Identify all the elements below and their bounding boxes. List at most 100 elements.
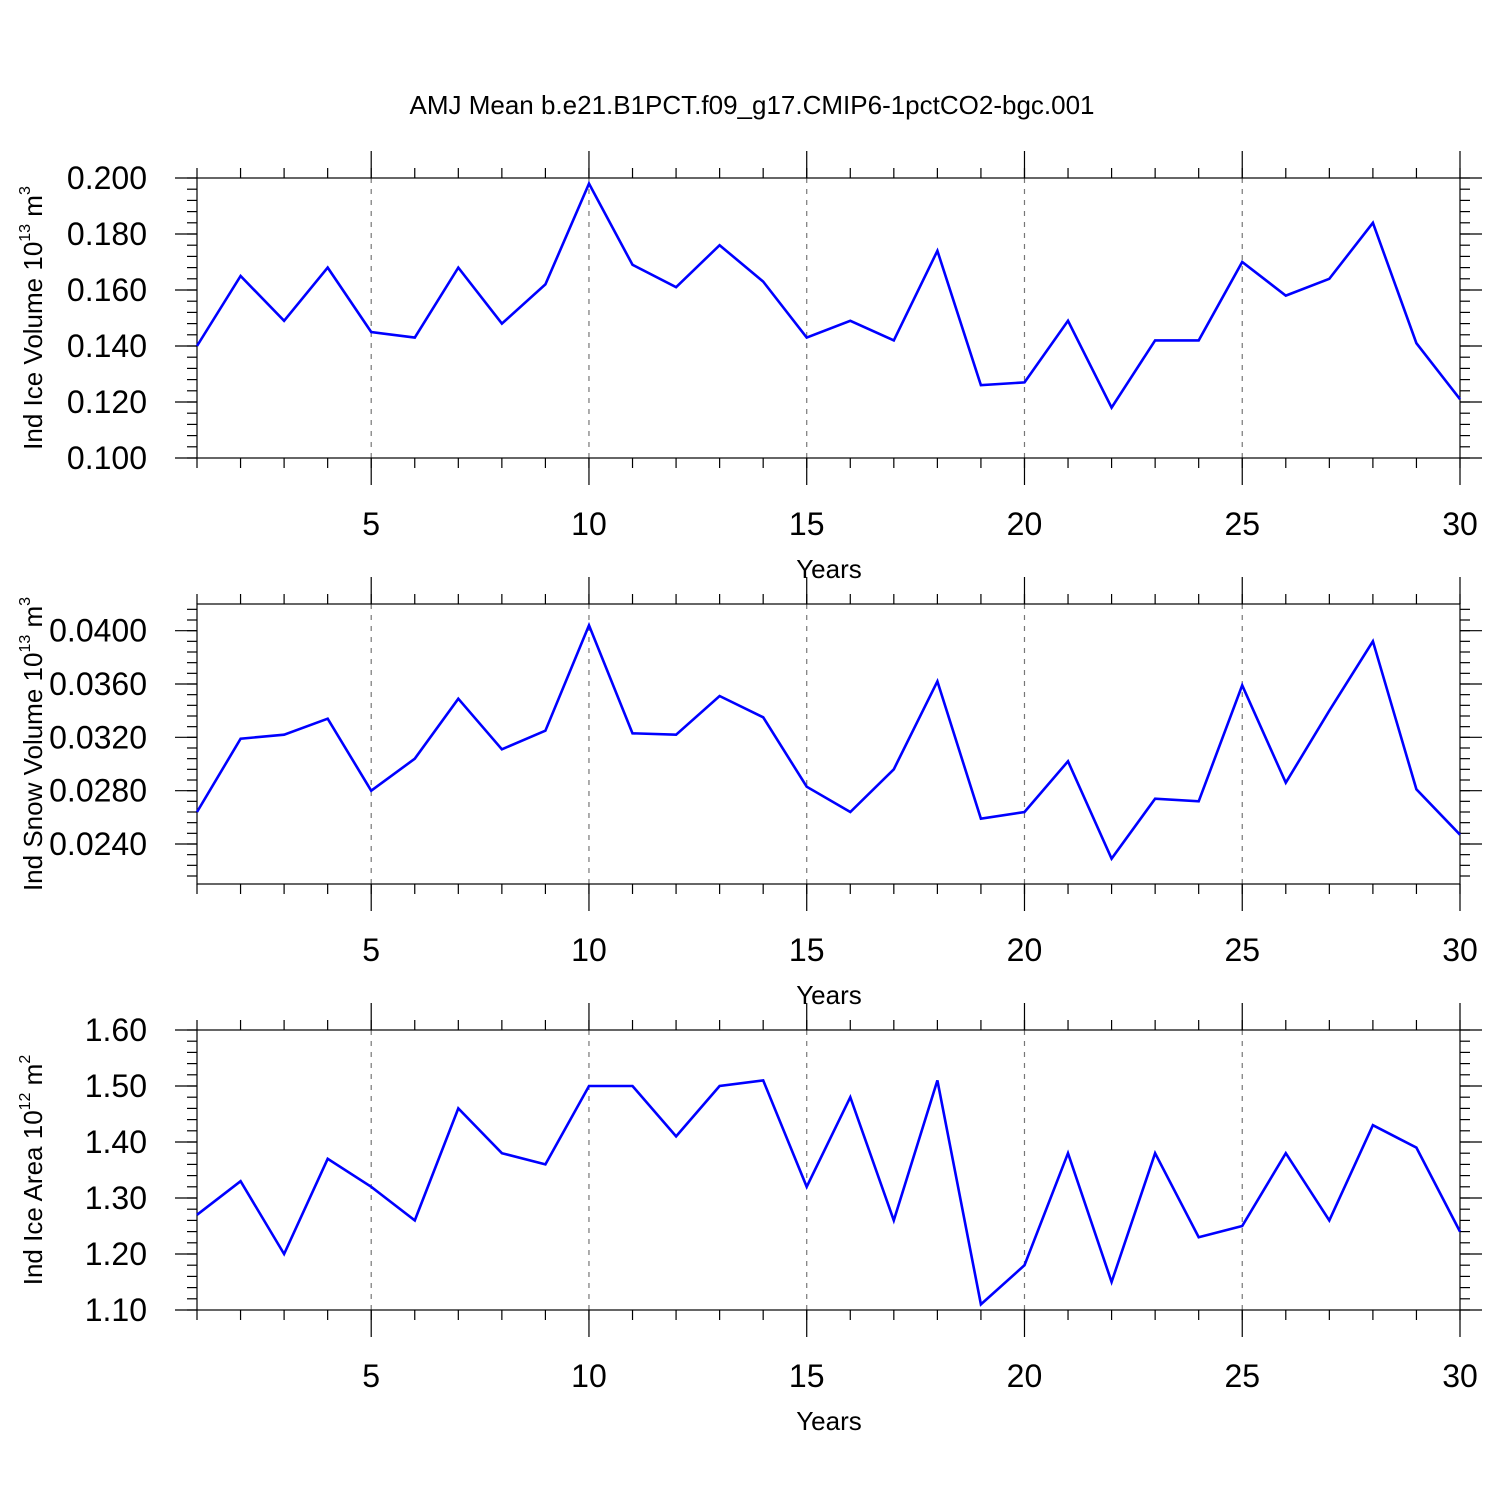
data-point bbox=[761, 715, 765, 719]
x-tick-label: 10 bbox=[571, 1358, 607, 1394]
data-point bbox=[674, 1134, 678, 1138]
data-point bbox=[1110, 857, 1114, 861]
data-point bbox=[1327, 277, 1331, 281]
data-point bbox=[1284, 1151, 1288, 1155]
plot-frame bbox=[196, 603, 1461, 885]
y-tick-label: 0.0240 bbox=[49, 826, 147, 862]
data-point bbox=[1066, 1151, 1070, 1155]
data-point bbox=[587, 1084, 591, 1088]
x-tick-label: 15 bbox=[789, 506, 825, 542]
data-point bbox=[1153, 1151, 1157, 1155]
y-tick-label: 0.0320 bbox=[49, 719, 147, 755]
data-point bbox=[239, 737, 243, 741]
data-point bbox=[1110, 406, 1114, 410]
y-tick-label: 0.0360 bbox=[49, 666, 147, 702]
data-point bbox=[413, 336, 417, 340]
y-tick-label: 0.180 bbox=[67, 216, 147, 252]
y-tick-label: 0.0280 bbox=[49, 773, 147, 809]
data-point bbox=[718, 243, 722, 247]
y-axis-label: Ind Ice Area 1012 m2 bbox=[17, 1055, 48, 1286]
data-point bbox=[282, 1252, 286, 1256]
y-tick-label: 0.160 bbox=[67, 272, 147, 308]
data-point bbox=[935, 679, 939, 683]
data-point bbox=[1197, 799, 1201, 803]
data-point bbox=[1414, 341, 1418, 345]
data-point bbox=[805, 336, 809, 340]
y-tick-label: 0.140 bbox=[67, 328, 147, 364]
data-point bbox=[239, 274, 243, 278]
x-axis-label: Years bbox=[796, 1406, 862, 1436]
data-point bbox=[369, 789, 373, 793]
panel-ice-volume: 5 10 15 20 25 30 0.100 0.120 0.140 0.160 0.180 0.20… bbox=[17, 151, 1482, 584]
data-point bbox=[1458, 1230, 1462, 1234]
x-tick-label: 5 bbox=[362, 932, 380, 968]
data-point bbox=[1458, 397, 1462, 401]
data-point bbox=[1022, 810, 1026, 814]
y-tick-label: 0.0400 bbox=[49, 613, 147, 649]
y-tick-label: 0.120 bbox=[67, 384, 147, 420]
data-point bbox=[456, 266, 460, 270]
data-point bbox=[1414, 787, 1418, 791]
data-point bbox=[935, 1078, 939, 1082]
data-point bbox=[326, 717, 330, 721]
data-point bbox=[1153, 797, 1157, 801]
data-point bbox=[326, 266, 330, 270]
data-point bbox=[631, 263, 635, 267]
data-point bbox=[1371, 1123, 1375, 1127]
data-point bbox=[718, 694, 722, 698]
data-point bbox=[805, 785, 809, 789]
data-point bbox=[1240, 260, 1244, 264]
data-point bbox=[935, 249, 939, 253]
data-point bbox=[282, 319, 286, 323]
data-point bbox=[1327, 1218, 1331, 1222]
data-point bbox=[456, 697, 460, 701]
data-point bbox=[761, 1078, 765, 1082]
x-tick-label: 5 bbox=[362, 506, 380, 542]
data-point bbox=[892, 1218, 896, 1222]
x-tick-label: 10 bbox=[571, 506, 607, 542]
data-point bbox=[413, 757, 417, 761]
series-line bbox=[196, 1078, 1462, 1307]
data-point bbox=[848, 1095, 852, 1099]
data-point bbox=[718, 1084, 722, 1088]
data-point bbox=[369, 330, 373, 334]
x-tick-label: 30 bbox=[1442, 506, 1478, 542]
x-tick-label: 15 bbox=[789, 1358, 825, 1394]
series-line bbox=[195, 180, 1462, 411]
data-point bbox=[543, 282, 547, 286]
panel-snow-volume: 5 10 15 20 25 30 0.0240 0.0280 0.0320 0.0360 0.040… bbox=[17, 577, 1482, 1010]
data-point bbox=[326, 1157, 330, 1161]
data-point bbox=[979, 383, 983, 387]
data-point bbox=[631, 1084, 635, 1088]
y-tick-label: 1.20 bbox=[85, 1236, 147, 1272]
y-tick-label: 1.50 bbox=[85, 1068, 147, 1104]
x-axis-label: Years bbox=[796, 980, 862, 1010]
data-point bbox=[1371, 639, 1375, 643]
data-point bbox=[761, 280, 765, 284]
data-point bbox=[1022, 380, 1026, 384]
x-tick-label: 25 bbox=[1224, 506, 1260, 542]
data-point bbox=[1153, 338, 1157, 342]
data-point bbox=[413, 1218, 417, 1222]
data-point bbox=[195, 344, 199, 348]
data-point bbox=[674, 733, 678, 737]
data-point bbox=[1066, 319, 1070, 323]
data-point bbox=[674, 285, 678, 289]
y-tick-label: 1.10 bbox=[85, 1292, 147, 1328]
plot-frame bbox=[196, 177, 1461, 459]
y-tick-label: 1.40 bbox=[85, 1124, 147, 1160]
x-tick-label: 20 bbox=[1007, 506, 1043, 542]
y-tick-label: 0.100 bbox=[67, 440, 147, 476]
data-point bbox=[239, 1179, 243, 1183]
data-point bbox=[892, 338, 896, 342]
y-axis-label: Ind Ice Volume 1013 m3 bbox=[17, 186, 48, 450]
data-point bbox=[195, 810, 199, 814]
y-axis-label: Ind Snow Volume 1013 m3 bbox=[17, 597, 48, 891]
data-point bbox=[1458, 833, 1462, 837]
data-point bbox=[1110, 1280, 1114, 1284]
data-point bbox=[892, 767, 896, 771]
data-point bbox=[587, 182, 591, 186]
data-point bbox=[456, 1106, 460, 1110]
data-point bbox=[979, 1302, 983, 1306]
